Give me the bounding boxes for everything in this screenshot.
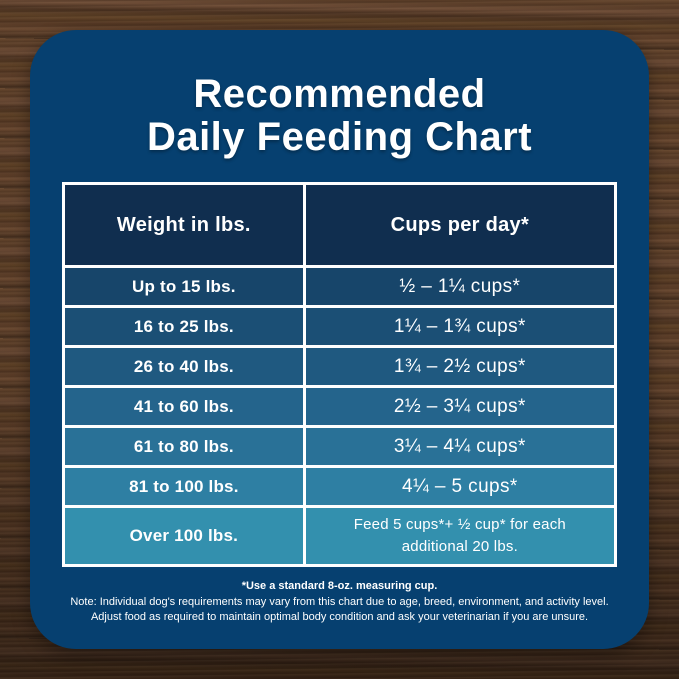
weight-cell-row-7: Over 100 lbs. — [65, 508, 303, 564]
column-header-weight: Weight in lbs. — [65, 185, 303, 265]
cups-cell-row-7: Feed 5 cups*+ ½ cup* for each additional… — [305, 508, 614, 564]
cups-cell-row-2: 1¼ – 1¾ cups* — [305, 308, 614, 345]
weight-cell-row-5: 61 to 80 lbs. — [65, 428, 303, 465]
cups-cell-row-3: 1¾ – 2½ cups* — [305, 348, 614, 385]
weight-cell-row-1: Up to 15 lbs. — [65, 268, 303, 305]
feeding-chart-card: Recommended Daily Feeding Chart Weight i… — [30, 30, 649, 649]
weight-cell-row-3: 26 to 40 lbs. — [65, 348, 303, 385]
footnote-requirements: Note: Individual dog's requirements may … — [70, 596, 609, 608]
footnote-measuring-cup: *Use a standard 8-oz. measuring cup. — [241, 580, 438, 592]
chart-title-line-2: Daily Feeding Chart — [146, 115, 533, 159]
column-header-cups: Cups per day* — [305, 185, 614, 265]
cups-cell-row-1: ½ – 1¼ cups* — [305, 268, 614, 305]
footnotes: *Use a standard 8-oz. measuring cup. Not… — [30, 579, 649, 625]
weight-cell-row-4: 41 to 60 lbs. — [65, 388, 303, 425]
cups-cell-row-4: 2½ – 3¼ cups* — [305, 388, 614, 425]
cups-cell-row-6: 4¼ – 5 cups* — [305, 468, 614, 505]
weight-cell-row-6: 81 to 100 lbs. — [65, 468, 303, 505]
weight-cell-row-2: 16 to 25 lbs. — [65, 308, 303, 345]
chart-title-line-1: Recommended — [193, 72, 486, 116]
footnote-adjust-food: Adjust food as required to maintain opti… — [90, 611, 589, 623]
cups-cell-row-5: 3¼ – 4¼ cups* — [305, 428, 614, 465]
chart-title: Recommended Daily Feeding Chart — [30, 73, 649, 159]
feeding-table: Weight in lbs. Cups per day* Up to 15 lb… — [62, 182, 617, 567]
